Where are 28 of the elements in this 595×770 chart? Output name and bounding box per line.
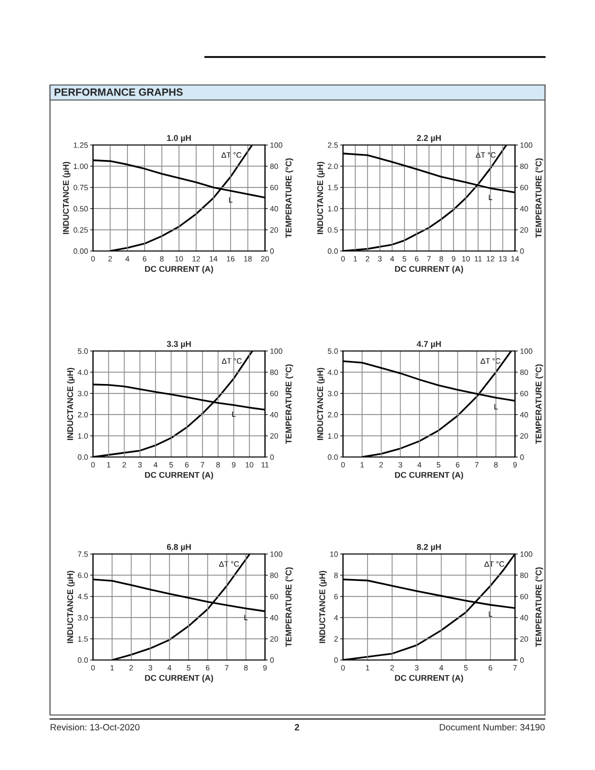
x-axis-title: DC CURRENT (A) [145,266,214,274]
chart-title: 6.8 µH [166,544,191,552]
y2-axis-title: TEMPERATURE (°C) [535,364,544,444]
text: Document Number: 34190 [440,724,545,730]
y2-axis-title: TEMPERATURE (°C) [285,567,294,647]
x-axis-title: DC CURRENT (A) [395,674,464,683]
x-axis-title: DC CURRENT (A) [395,266,464,274]
y-axis-title: INDUCTANCE (µH) [319,570,327,644]
text: 2 [294,724,300,730]
x-axis-title: DC CURRENT (A) [145,674,214,683]
y2-axis-title: TEMPERATURE (°C) [285,158,294,238]
chart-title: 2.2 µH [416,135,441,143]
y-axis-title: INDUCTANCE (µH) [66,368,75,440]
text: Revision: 13-Oct-2020 [50,724,140,730]
chart-title: 8.2 µH [416,544,441,552]
y-axis-title: INDUCTANCE (µH) [66,570,75,644]
y2-axis-title: TEMPERATURE (°C) [535,158,544,238]
text: PERFORMANCE GRAPHS [54,88,183,96]
y-axis-title: INDUCTANCE (µH) [62,162,70,234]
y2-axis-title: TEMPERATURE (°C) [285,364,294,444]
y-axis-title: INDUCTANCE (µH) [316,162,325,234]
x-axis-title: DC CURRENT (A) [395,472,464,480]
y-axis-title: INDUCTANCE (µH) [316,368,325,440]
chart-title: 4.7 µH [416,341,441,349]
chart-title: 1.0 µH [167,135,191,143]
x-axis-title: DC CURRENT (A) [145,472,214,480]
chart-title: 3.3 µH [166,341,191,349]
y2-axis-title: TEMPERATURE (°C) [535,567,544,647]
